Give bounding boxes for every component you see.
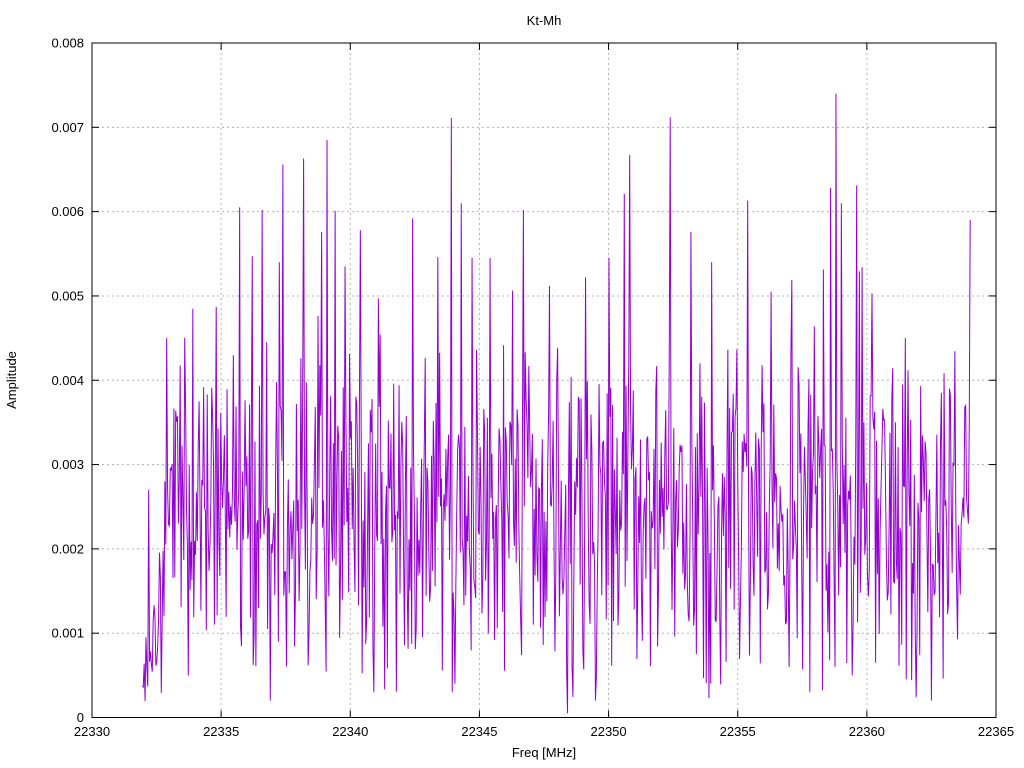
x-tick-label: 22340	[332, 724, 368, 739]
y-tick-label: 0.002	[51, 541, 84, 556]
y-tick-label: 0.005	[51, 288, 84, 303]
x-tick-label: 22335	[203, 724, 239, 739]
y-axis-label: Amplitude	[4, 351, 19, 409]
x-tick-label: 22330	[74, 724, 110, 739]
y-tick-label: 0.007	[51, 120, 84, 135]
y-tick-label: 0.008	[51, 36, 84, 51]
y-tick-label: 0.003	[51, 457, 84, 472]
x-axis-label: Freq [MHz]	[512, 745, 576, 760]
y-tick-label: 0.006	[51, 204, 84, 219]
x-tick-label: 22345	[461, 724, 497, 739]
series-line-kt-mh	[141, 93, 971, 714]
x-tick-label: 22350	[590, 724, 626, 739]
y-tick-label: 0	[77, 710, 84, 725]
chart-title: Kt-Mh	[527, 13, 562, 28]
x-tick-label: 22355	[720, 724, 756, 739]
plot-border	[91, 42, 997, 718]
chart-generated-layer: 22330 22335 22340 22345 22350 22355 22360 22365…	[51, 36, 1014, 740]
x-tick-label: 22365	[978, 724, 1014, 739]
y-tick-label: 0.004	[51, 373, 84, 388]
x-tick-label: 22360	[849, 724, 885, 739]
y-tick-label: 0.001	[51, 626, 84, 641]
